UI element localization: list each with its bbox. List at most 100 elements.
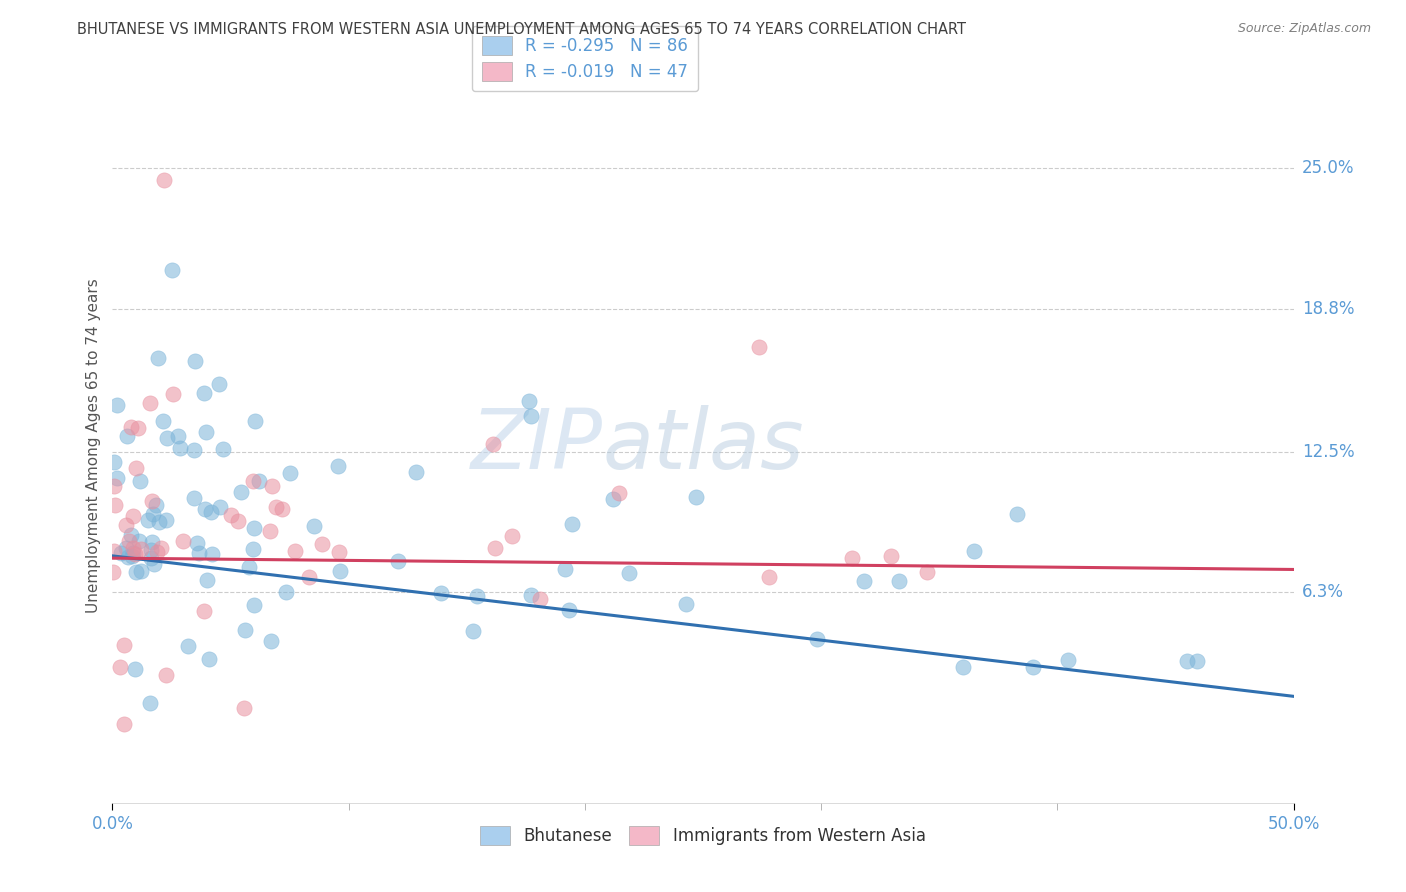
Point [915, 565, 938, 579]
Point [311, 537, 333, 551]
Point [108, 660, 131, 674]
Point [429, 586, 451, 600]
Point [243, 414, 266, 428]
Point [748, 341, 770, 355]
Point [193, 385, 215, 400]
Point [561, 517, 583, 532]
Point [118, 534, 141, 549]
Point [129, 541, 152, 556]
Point [952, 660, 974, 674]
Point [501, 528, 523, 542]
Point [125, 460, 148, 475]
Text: 12.5%: 12.5% [1302, 442, 1354, 460]
Point [685, 490, 707, 504]
Point [124, 547, 146, 561]
Point [194, 425, 217, 439]
Point [226, 514, 249, 528]
Point [1175, 654, 1198, 668]
Point [172, 533, 194, 548]
Point [484, 541, 506, 555]
Point [103, 455, 125, 469]
Point [115, 429, 138, 443]
Point [148, 515, 170, 529]
Text: 18.8%: 18.8% [1302, 300, 1354, 318]
Point [1057, 653, 1080, 667]
Point [387, 554, 409, 568]
Point [219, 508, 242, 523]
Point [326, 458, 349, 473]
Point [152, 414, 174, 428]
Point [103, 544, 125, 558]
Point [162, 386, 184, 401]
Point [617, 566, 640, 580]
Point [112, 716, 135, 731]
Point [243, 598, 266, 612]
Point [889, 574, 911, 589]
Point [259, 524, 281, 538]
Point [201, 547, 224, 561]
Point [520, 588, 543, 602]
Point [142, 507, 165, 521]
Point [758, 570, 780, 584]
Legend: Bhutanese, Immigrants from Western Asia: Bhutanese, Immigrants from Western Asia [474, 819, 932, 852]
Point [298, 570, 321, 584]
Point [183, 443, 205, 458]
Text: ZIP: ZIP [471, 406, 603, 486]
Text: atlas: atlas [603, 406, 804, 486]
Point [853, 574, 876, 588]
Point [517, 393, 540, 408]
Point [110, 546, 132, 560]
Point [115, 541, 138, 555]
Point [124, 662, 146, 676]
Point [184, 354, 207, 368]
Point [127, 421, 149, 435]
Point [675, 597, 697, 611]
Point [101, 565, 124, 579]
Text: 25.0%: 25.0% [1302, 160, 1354, 178]
Point [146, 545, 169, 559]
Point [128, 533, 150, 548]
Point [211, 442, 233, 457]
Point [177, 640, 200, 654]
Point [194, 502, 217, 516]
Point [529, 591, 551, 606]
Point [169, 442, 191, 456]
Point [602, 491, 624, 506]
Point [141, 550, 163, 565]
Point [136, 513, 159, 527]
Point [104, 498, 127, 512]
Point [880, 549, 903, 563]
Point [229, 484, 252, 499]
Text: BHUTANESE VS IMMIGRANTS FROM WESTERN ASIA UNEMPLOYMENT AMONG AGES 65 TO 74 YEARS: BHUTANESE VS IMMIGRANTS FROM WESTERN ASI… [77, 22, 966, 37]
Point [141, 534, 163, 549]
Point [121, 549, 143, 563]
Point [146, 351, 169, 366]
Point [200, 505, 222, 519]
Point [120, 527, 142, 541]
Point [607, 485, 630, 500]
Point [153, 173, 176, 187]
Point [233, 700, 256, 714]
Point [271, 502, 294, 516]
Point [183, 491, 205, 505]
Point [233, 624, 256, 638]
Point [193, 604, 215, 618]
Point [145, 498, 167, 512]
Point [155, 667, 177, 681]
Point [121, 546, 143, 560]
Point [405, 466, 427, 480]
Point [329, 564, 352, 578]
Point [841, 550, 863, 565]
Point [149, 541, 172, 556]
Point [963, 544, 986, 558]
Point [166, 429, 188, 443]
Point [1005, 507, 1028, 521]
Point [284, 543, 307, 558]
Point [238, 560, 260, 574]
Point [103, 479, 125, 493]
Point [105, 398, 128, 412]
Point [806, 632, 828, 646]
Point [208, 500, 231, 514]
Point [242, 474, 264, 488]
Point [142, 557, 165, 571]
